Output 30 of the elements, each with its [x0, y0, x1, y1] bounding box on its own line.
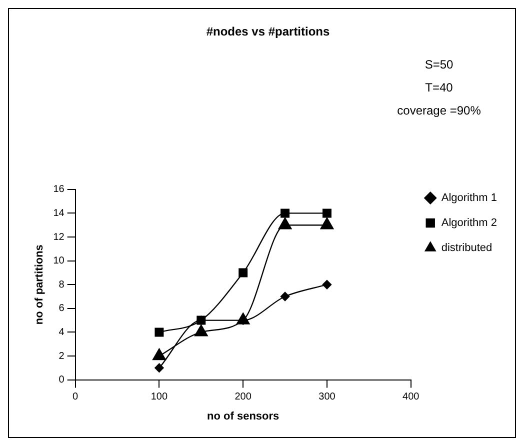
y-tick-label: 12 — [53, 232, 65, 243]
x-tick-label: 400 — [402, 392, 420, 403]
point — [322, 280, 332, 290]
text: T=40 — [425, 80, 454, 94]
y-tick-label: 8 — [58, 279, 65, 290]
x-tick-label: 200 — [234, 392, 252, 403]
y-tick-label: 6 — [58, 303, 65, 314]
x-axis-title: no of sensors — [207, 410, 280, 422]
x-tick-label: 100 — [150, 392, 168, 403]
legend-label: Algorithm 1 — [441, 192, 498, 204]
y-tick-label: 16 — [53, 184, 65, 196]
text: coverage =90% — [397, 103, 482, 118]
y-tick-label: 14 — [53, 208, 65, 219]
point — [154, 328, 164, 337]
point — [154, 363, 164, 372]
chart-title: #nodes vs #partitions — [206, 24, 330, 39]
y-axis-title: no of partitions — [34, 244, 46, 325]
x-tick-label: 0 — [72, 392, 79, 403]
legend-label: Algorithm 2 — [441, 217, 498, 230]
text: S=50 — [424, 57, 454, 72]
y-tick-label: 4 — [58, 326, 65, 338]
y-tick-label: 0 — [58, 374, 65, 386]
legend-label: distributed — [441, 242, 492, 254]
x-tick-label: 300 — [318, 392, 336, 403]
point — [322, 208, 332, 218]
point — [280, 208, 290, 218]
point — [238, 268, 248, 278]
y-tick-label: 10 — [53, 256, 65, 267]
y-tick-label: 2 — [58, 350, 65, 362]
point — [280, 292, 290, 302]
